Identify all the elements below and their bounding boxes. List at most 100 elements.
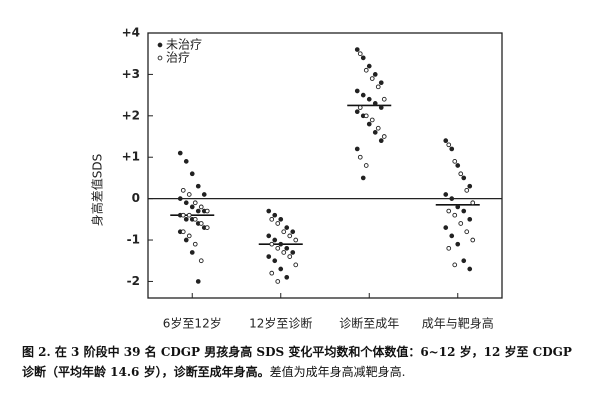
data-point bbox=[266, 208, 272, 214]
data-point bbox=[290, 229, 296, 235]
data-point bbox=[275, 245, 281, 251]
data-point bbox=[272, 258, 278, 264]
data-point bbox=[375, 125, 381, 131]
data-point bbox=[458, 221, 464, 226]
caption: 图 2. 在 3 阶段中 39 名 CDGP 男孩身高 SDS 变化平均数和个体… bbox=[22, 342, 587, 382]
data-point bbox=[204, 208, 210, 214]
data-point bbox=[204, 225, 210, 230]
data-point bbox=[446, 142, 452, 148]
y-tick-label: +1 bbox=[122, 150, 140, 164]
data-point bbox=[378, 138, 384, 144]
data-point bbox=[186, 212, 192, 218]
data-point bbox=[186, 192, 192, 197]
data-point bbox=[186, 233, 192, 239]
data-point bbox=[461, 208, 467, 214]
data-point bbox=[470, 200, 476, 206]
data-point bbox=[360, 92, 366, 98]
data-point bbox=[278, 241, 284, 247]
caption-bold: 图 2. 在 3 阶段中 39 名 CDGP 男孩身高 SDS 变化平均数和个体… bbox=[22, 345, 572, 379]
data-point bbox=[281, 250, 287, 255]
data-point bbox=[272, 237, 278, 243]
data-point bbox=[363, 163, 369, 168]
y-tick-label: -2 bbox=[127, 274, 140, 288]
data-point bbox=[366, 121, 372, 127]
legend-label: 治疗 bbox=[166, 51, 190, 65]
data-point bbox=[269, 216, 275, 222]
data-point bbox=[189, 250, 195, 255]
data-point bbox=[192, 241, 198, 247]
data-point bbox=[452, 212, 458, 218]
data-point bbox=[266, 254, 272, 259]
data-point bbox=[363, 67, 369, 73]
y-tick-label: +3 bbox=[122, 67, 140, 81]
data-point bbox=[467, 183, 473, 189]
data-point bbox=[470, 237, 476, 243]
data-point bbox=[458, 171, 464, 177]
data-point bbox=[195, 183, 201, 189]
data-point bbox=[290, 250, 296, 255]
x-tick-label: 6岁至12岁 bbox=[163, 316, 222, 331]
data-point bbox=[446, 208, 452, 214]
data-point bbox=[183, 237, 189, 243]
data-point bbox=[446, 245, 452, 251]
y-tick-label: +4 bbox=[122, 26, 140, 40]
data-point bbox=[269, 270, 275, 276]
data-point bbox=[357, 105, 363, 110]
data-point bbox=[192, 200, 198, 206]
data-point bbox=[461, 258, 467, 264]
data-point bbox=[464, 187, 470, 193]
data-point bbox=[198, 258, 204, 264]
data-point bbox=[198, 204, 204, 210]
data-point bbox=[455, 204, 461, 210]
data-point bbox=[443, 138, 449, 144]
data-point bbox=[381, 96, 387, 102]
data-point bbox=[354, 109, 360, 115]
data-point bbox=[366, 63, 372, 69]
data-point bbox=[177, 196, 183, 201]
y-tick-label: 0 bbox=[132, 191, 140, 205]
y-tick-label: -1 bbox=[127, 233, 140, 247]
data-point bbox=[360, 175, 366, 181]
data-point bbox=[452, 159, 458, 164]
data-point bbox=[360, 55, 366, 61]
data-point bbox=[180, 187, 186, 193]
data-point bbox=[192, 216, 198, 222]
x-tick-label: 12岁至诊断 bbox=[249, 316, 312, 331]
x-tick-label: 成年与靶身高 bbox=[422, 316, 494, 331]
legend-label: 未治疗 bbox=[166, 38, 202, 52]
data-point bbox=[177, 150, 183, 156]
data-point bbox=[183, 216, 189, 222]
data-point bbox=[183, 159, 189, 164]
data-point bbox=[278, 266, 284, 272]
chart: 身高差值SDS +4 +3 +2 +1 0 -1 -2 6岁至12岁 12岁至诊断 诊断至成年 成年… bbox=[90, 26, 503, 331]
y-axis-label: 身高差值SDS bbox=[90, 154, 105, 226]
data-point bbox=[378, 105, 384, 110]
data-point bbox=[293, 237, 299, 243]
data-point bbox=[449, 196, 455, 201]
data-point bbox=[443, 225, 449, 230]
data-point bbox=[284, 274, 290, 280]
data-point bbox=[354, 47, 360, 52]
data-point bbox=[452, 262, 458, 268]
caption-text: 差值为成年身高减靶身高. bbox=[269, 365, 406, 379]
data-point bbox=[266, 233, 272, 239]
data-point bbox=[378, 80, 384, 86]
x-tick-label: 诊断至成年 bbox=[339, 316, 399, 331]
legend-marker bbox=[157, 55, 163, 61]
data-point bbox=[369, 117, 375, 123]
data-point bbox=[284, 225, 290, 230]
data-point bbox=[461, 175, 467, 181]
data-point bbox=[287, 233, 293, 239]
data-point bbox=[354, 146, 360, 152]
data-point bbox=[455, 241, 461, 247]
data-point bbox=[467, 266, 473, 272]
data-point bbox=[180, 229, 186, 235]
data-point bbox=[278, 216, 284, 222]
data-point bbox=[372, 72, 378, 77]
plot-frame bbox=[147, 32, 503, 299]
data-point bbox=[189, 171, 195, 177]
data-point bbox=[180, 212, 186, 218]
data-point bbox=[183, 200, 189, 206]
data-point bbox=[443, 192, 449, 197]
